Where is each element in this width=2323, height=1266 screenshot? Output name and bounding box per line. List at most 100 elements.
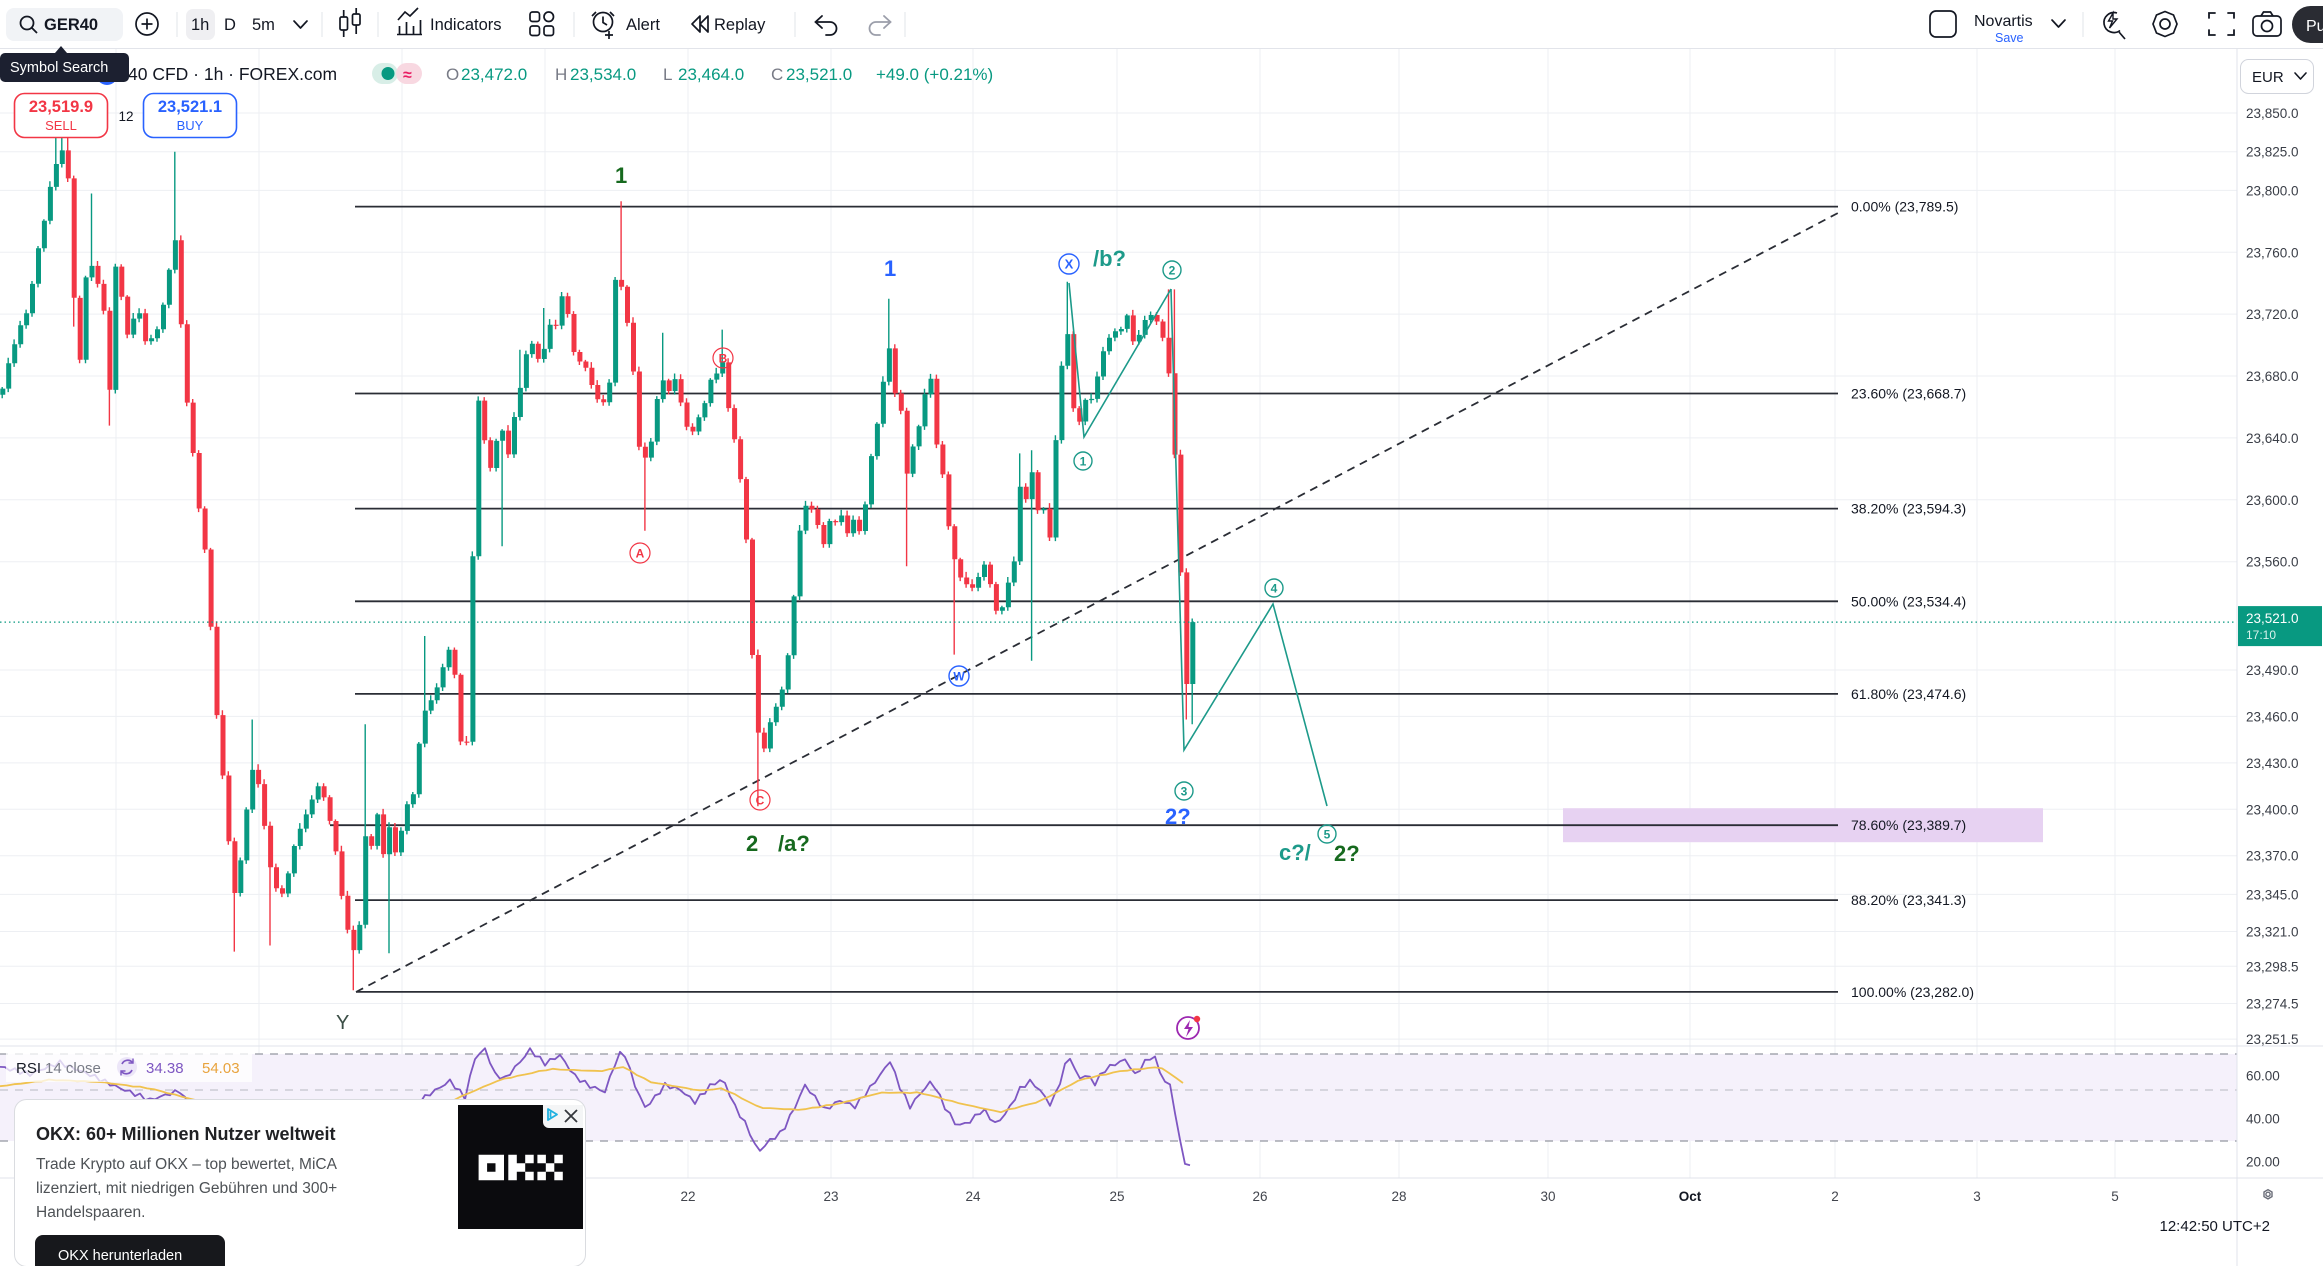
svg-text:23,600.0: 23,600.0 xyxy=(2246,493,2299,508)
svg-text:23,560.0: 23,560.0 xyxy=(2246,555,2299,570)
svg-text:25: 25 xyxy=(1109,1189,1124,1204)
svg-text:Save: Save xyxy=(1995,31,2024,45)
svg-text:c?/: c?/ xyxy=(1279,840,1311,865)
svg-text:23,680.0: 23,680.0 xyxy=(2246,369,2299,384)
svg-text:C: C xyxy=(771,65,783,84)
svg-text:23,519.9: 23,519.9 xyxy=(29,98,93,116)
svg-text:23,430.0: 23,430.0 xyxy=(2246,756,2299,771)
svg-text:Symbol Search: Symbol Search xyxy=(10,60,108,76)
svg-text:+49.0 (+0.21%): +49.0 (+0.21%) xyxy=(876,65,993,84)
svg-text:C: C xyxy=(756,793,765,807)
svg-text:1: 1 xyxy=(615,163,627,188)
svg-text:88.20% (23,341.3): 88.20% (23,341.3) xyxy=(1851,892,1966,908)
svg-text:1h: 1h xyxy=(191,16,209,34)
svg-text:W: W xyxy=(953,669,965,683)
svg-text:61.80% (23,474.6): 61.80% (23,474.6) xyxy=(1851,686,1966,702)
svg-text:Oct: Oct xyxy=(1679,1189,1702,1204)
svg-text:1: 1 xyxy=(1080,454,1087,468)
svg-text:23,298.5: 23,298.5 xyxy=(2246,959,2299,974)
svg-text:23,825.0: 23,825.0 xyxy=(2246,145,2299,160)
svg-text:/a?: /a? xyxy=(778,831,810,856)
svg-text:54.03: 54.03 xyxy=(202,1060,240,1077)
svg-text:2: 2 xyxy=(1831,1189,1839,1204)
svg-text:23,850.0: 23,850.0 xyxy=(2246,106,2299,121)
svg-text:22: 22 xyxy=(680,1189,695,1204)
svg-text:23,460.0: 23,460.0 xyxy=(2246,709,2299,724)
svg-text:23,521.1: 23,521.1 xyxy=(158,98,222,116)
svg-text:2?: 2? xyxy=(1334,841,1360,866)
svg-text:4: 4 xyxy=(1271,581,1278,595)
svg-text:Indicators: Indicators xyxy=(430,16,502,34)
svg-text:23,760.0: 23,760.0 xyxy=(2246,245,2299,260)
svg-text:X: X xyxy=(1065,257,1074,272)
svg-text:EUR: EUR xyxy=(2252,69,2284,86)
svg-text:5: 5 xyxy=(2111,1189,2119,1204)
svg-text:23,521.0: 23,521.0 xyxy=(786,65,852,84)
svg-text:23,345.0: 23,345.0 xyxy=(2246,887,2299,902)
svg-text:38.20% (23,594.3): 38.20% (23,594.3) xyxy=(1851,501,1966,517)
svg-text:Replay: Replay xyxy=(714,16,766,34)
svg-text:2: 2 xyxy=(1169,263,1176,277)
svg-text:Y: Y xyxy=(336,1012,349,1034)
svg-text:2?: 2? xyxy=(1165,804,1191,829)
svg-text:23,640.0: 23,640.0 xyxy=(2246,431,2299,446)
svg-text:3: 3 xyxy=(1181,784,1188,798)
svg-text:Alert: Alert xyxy=(626,16,660,34)
svg-text:23,534.0: 23,534.0 xyxy=(570,65,636,84)
svg-text:23,472.0: 23,472.0 xyxy=(461,65,527,84)
svg-text:GER40: GER40 xyxy=(44,16,98,34)
svg-text:28: 28 xyxy=(1391,1189,1406,1204)
svg-text:30: 30 xyxy=(1540,1189,1555,1204)
svg-text:1: 1 xyxy=(884,256,896,281)
svg-text:23,370.0: 23,370.0 xyxy=(2246,849,2299,864)
svg-text:RSI: RSI xyxy=(16,1060,41,1077)
svg-text:14 close: 14 close xyxy=(45,1060,101,1077)
svg-text:23,490.0: 23,490.0 xyxy=(2246,663,2299,678)
svg-text:L: L xyxy=(663,65,672,84)
svg-text:O: O xyxy=(446,65,459,84)
svg-text:40.00: 40.00 xyxy=(2246,1112,2280,1127)
svg-text:23,274.5: 23,274.5 xyxy=(2246,997,2299,1012)
svg-text:23,720.0: 23,720.0 xyxy=(2246,307,2299,322)
svg-text:SELL: SELL xyxy=(45,118,77,133)
svg-text:34.38: 34.38 xyxy=(146,1060,184,1077)
svg-text:Novartis: Novartis xyxy=(1974,13,2033,30)
svg-text:3: 3 xyxy=(1973,1189,1981,1204)
svg-text:50.00% (23,534.4): 50.00% (23,534.4) xyxy=(1851,593,1966,609)
svg-text:60.00: 60.00 xyxy=(2246,1069,2280,1084)
svg-text:BUY: BUY xyxy=(177,118,204,133)
svg-text:26: 26 xyxy=(1252,1189,1267,1204)
svg-text:100.00% (23,282.0): 100.00% (23,282.0) xyxy=(1851,984,1974,1000)
svg-text:0.00% (23,789.5): 0.00% (23,789.5) xyxy=(1851,199,1958,215)
svg-text:2: 2 xyxy=(746,831,758,856)
svg-text:40 CFD · 1h · FOREX.com: 40 CFD · 1h · FOREX.com xyxy=(128,64,337,84)
svg-text:12: 12 xyxy=(118,109,133,124)
svg-text:Pub: Pub xyxy=(2306,18,2323,35)
svg-text:23,400.0: 23,400.0 xyxy=(2246,802,2299,817)
svg-text:23,464.0: 23,464.0 xyxy=(678,65,744,84)
svg-text:17:10: 17:10 xyxy=(2246,628,2276,642)
svg-text:B: B xyxy=(719,351,728,365)
svg-text:23,251.5: 23,251.5 xyxy=(2246,1032,2299,1047)
svg-text:/b?: /b? xyxy=(1093,246,1126,271)
svg-text:OKX: 60+ Millionen Nutzer welt: OKX: 60+ Millionen Nutzer weltweit xyxy=(36,1124,336,1144)
svg-text:Trade Krypto auf OKX – top bew: Trade Krypto auf OKX – top bewertet, MiC… xyxy=(36,1156,338,1173)
svg-text:23: 23 xyxy=(823,1189,838,1204)
svg-text:23,800.0: 23,800.0 xyxy=(2246,183,2299,198)
svg-text:lizenziert, mit niedrigen Gebü: lizenziert, mit niedrigen Gebühren und 3… xyxy=(36,1180,337,1197)
svg-text:5: 5 xyxy=(1324,827,1331,841)
svg-text:23,321.0: 23,321.0 xyxy=(2246,925,2299,940)
svg-text:20.00: 20.00 xyxy=(2246,1155,2280,1170)
svg-text:12:42:50 UTC+2: 12:42:50 UTC+2 xyxy=(2160,1218,2271,1235)
svg-text:78.60% (23,389.7): 78.60% (23,389.7) xyxy=(1851,817,1966,833)
svg-text:23,521.0: 23,521.0 xyxy=(2246,611,2299,626)
svg-text:5m: 5m xyxy=(252,16,275,34)
svg-text:H: H xyxy=(555,65,567,84)
svg-text:23.60% (23,668.7): 23.60% (23,668.7) xyxy=(1851,386,1966,402)
svg-text:Handelspaaren.: Handelspaaren. xyxy=(36,1204,145,1221)
svg-text:≈: ≈ xyxy=(403,67,412,84)
svg-text:A: A xyxy=(636,546,645,560)
svg-text:24: 24 xyxy=(965,1189,981,1204)
svg-text:OKX herunterladen: OKX herunterladen xyxy=(58,1248,182,1264)
svg-text:D: D xyxy=(224,16,236,34)
